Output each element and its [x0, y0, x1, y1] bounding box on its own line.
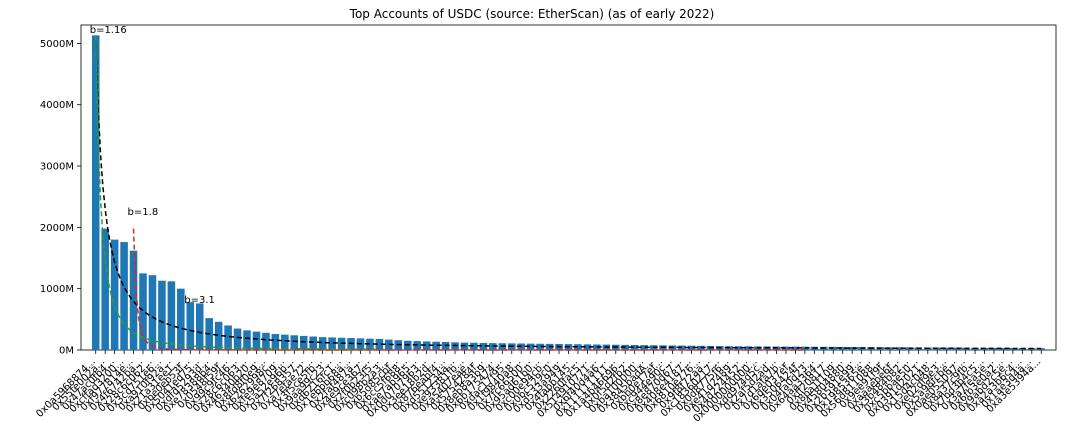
- plot-frame: [80, 24, 1057, 351]
- bar: [110, 239, 119, 350]
- bar: [290, 335, 299, 350]
- bar: [536, 343, 544, 350]
- fit-annotation: b=1.8: [128, 207, 159, 218]
- bar: [252, 331, 261, 350]
- fit-curve: [94, 35, 1042, 350]
- y-tick-label: 3000M: [40, 162, 74, 173]
- bar: [233, 328, 242, 350]
- y-tick-label: 1000M: [40, 284, 74, 295]
- bar: [214, 321, 223, 350]
- bar: [886, 347, 894, 350]
- bar: [999, 347, 1008, 350]
- bar: [177, 288, 185, 350]
- bar: [952, 347, 960, 350]
- bar: [687, 345, 696, 350]
- bar: [262, 332, 270, 350]
- bar: [583, 344, 592, 350]
- bar: [158, 280, 166, 350]
- bar: [91, 35, 100, 350]
- bar: [299, 335, 308, 350]
- y-tick-label: 5000M: [40, 39, 74, 50]
- bar: [470, 342, 478, 350]
- bar: [318, 337, 327, 350]
- bar: [148, 275, 157, 350]
- y-tick-label: 0M: [59, 346, 74, 357]
- fit-annotation: b=1.16: [90, 25, 127, 36]
- bar: [678, 345, 686, 350]
- bar: [744, 346, 752, 350]
- bar: [791, 346, 800, 350]
- bar: [101, 228, 109, 350]
- bar: [990, 347, 998, 350]
- bar: [574, 344, 582, 350]
- bar: [630, 344, 639, 350]
- y-tick-label: 2000M: [40, 223, 74, 234]
- plot-area: 0M1000M2000M3000M4000M5000M0x0a5968874..…: [34, 24, 1057, 425]
- bar: [640, 345, 648, 350]
- bar: [243, 330, 251, 350]
- bar: [366, 338, 374, 350]
- bar: [186, 302, 195, 350]
- bar: [337, 337, 346, 350]
- bar: [328, 337, 336, 350]
- bar: [734, 346, 743, 350]
- bar: [281, 334, 289, 350]
- fit-curve: [94, 35, 380, 351]
- bar: [432, 341, 440, 350]
- bar: [479, 342, 488, 350]
- bar: [129, 250, 138, 350]
- bar: [942, 347, 951, 350]
- bar: [224, 325, 232, 350]
- bar: [526, 343, 535, 350]
- bar: [167, 281, 176, 350]
- bar: [895, 347, 904, 350]
- bar: [848, 346, 856, 350]
- chart-title: Top Accounts of USDC (source: EtherScan)…: [349, 7, 715, 21]
- bar: [838, 346, 847, 350]
- bar: [195, 303, 204, 350]
- bar: [309, 336, 317, 350]
- bar: [782, 346, 790, 350]
- bar: [375, 338, 384, 350]
- y-tick-label: 4000M: [40, 100, 74, 111]
- bar: [422, 341, 431, 350]
- bar: [271, 334, 280, 350]
- fit-annotation: b=3.1: [184, 295, 215, 306]
- bar: [120, 242, 128, 350]
- bar: [139, 273, 147, 350]
